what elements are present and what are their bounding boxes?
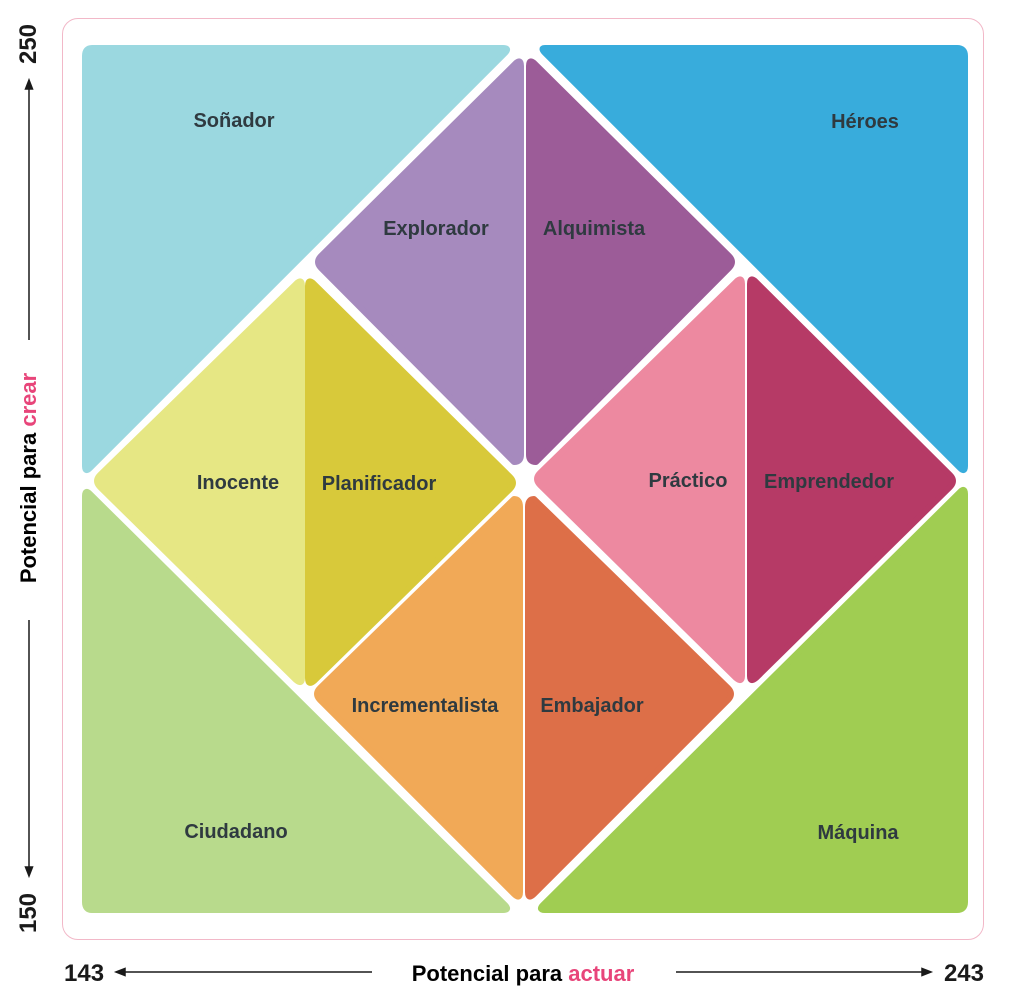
label-incrementalista: Incrementalista xyxy=(352,695,500,717)
label-embajador: Embajador xyxy=(540,695,644,717)
region-ciudadano xyxy=(82,488,511,913)
x-axis-title-prefix: Potencial para xyxy=(411,961,569,986)
label-heroes: Héroes xyxy=(831,111,899,133)
label-sonador: Soñador xyxy=(193,110,274,132)
region-practico xyxy=(534,276,745,684)
label-ciudadano: Ciudadano xyxy=(184,821,287,843)
region-planificador xyxy=(305,278,516,686)
x-axis-arrow-right xyxy=(921,967,934,977)
label-planificador: Planificador xyxy=(322,473,437,495)
label-maquina: Máquina xyxy=(817,822,899,844)
x-axis-arrow-left xyxy=(113,967,126,977)
region-heroes xyxy=(539,45,968,474)
region-inocente xyxy=(94,278,305,686)
y-axis-arrow-down xyxy=(24,866,34,879)
label-emprendedor: Emprendedor xyxy=(764,471,894,493)
region-alquimista xyxy=(526,58,735,465)
region-emprendedor xyxy=(747,276,956,684)
x-axis-min-label: 143 xyxy=(64,960,105,987)
y-axis-arrow-up xyxy=(24,77,34,90)
x-axis-title: Potencial para actuar xyxy=(405,961,641,987)
y-axis-title-accent: crear xyxy=(16,372,41,427)
y-axis-min-label: 150 xyxy=(15,892,42,934)
region-embajador xyxy=(525,496,734,900)
x-axis-title-accent: actuar xyxy=(568,961,635,986)
x-axis-max-label: 243 xyxy=(943,960,984,987)
y-axis-max-label: 250 xyxy=(15,23,42,65)
y-axis-title: Potencial para crear xyxy=(16,366,42,590)
label-inocente: Inocente xyxy=(197,472,279,494)
label-practico: Práctico xyxy=(649,470,728,492)
region-maquina xyxy=(537,486,968,913)
axis-arrows xyxy=(24,77,934,977)
label-alquimista: Alquimista xyxy=(543,218,646,240)
y-axis-title-prefix: Potencial para xyxy=(16,426,41,584)
region-incrementalista xyxy=(314,496,523,900)
label-explorador: Explorador xyxy=(383,218,489,240)
region-sonador xyxy=(82,45,511,474)
region-explorador xyxy=(315,58,524,465)
